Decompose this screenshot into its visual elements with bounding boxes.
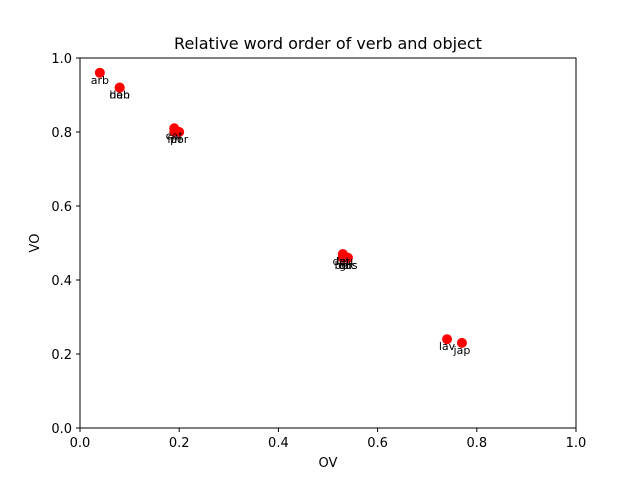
x-tick-label: 1.0 <box>566 436 587 451</box>
data-point-marker <box>442 334 453 345</box>
y-tick-label: 0.2 <box>51 348 72 363</box>
x-tick-label: 0.0 <box>70 436 91 451</box>
y-tick-label: 0.8 <box>51 126 72 141</box>
data-point-label: fin <box>167 133 181 146</box>
y-tick-label: 0.6 <box>51 200 72 215</box>
data-point-label: dan <box>109 89 130 102</box>
y-tick-label: 1.0 <box>51 52 72 67</box>
data-point-label: eus <box>338 259 358 272</box>
data-point-label: jap <box>453 344 471 357</box>
y-axis-label: VO <box>28 234 43 253</box>
x-tick-label: 0.6 <box>367 436 388 451</box>
chart-title: Relative word order of verb and object <box>174 34 482 53</box>
data-point-marker <box>456 337 467 348</box>
data-point-label: bel <box>334 259 351 272</box>
x-axis-ticks: 0.0 0.2 0.4 0.6 0.8 1.0 <box>70 428 587 451</box>
data-markers <box>94 67 467 348</box>
data-point-marker <box>169 127 180 137</box>
data-point-marker <box>337 249 348 260</box>
x-tick-label: 0.8 <box>466 436 487 451</box>
data-point-marker <box>94 67 105 78</box>
data-point-label: lav <box>439 340 456 353</box>
data-point-label: lat <box>336 255 351 268</box>
x-axis-label: OV <box>319 456 338 471</box>
data-point-label: deu <box>333 255 354 268</box>
y-tick-label: 0.0 <box>51 422 72 437</box>
data-point-label: cat <box>166 129 184 142</box>
y-tick-label: 0.4 <box>51 274 72 289</box>
plot-area-frame <box>79 57 577 429</box>
data-point-label: por <box>170 133 189 146</box>
x-tick-label: 0.2 <box>169 436 190 451</box>
data-point-marker <box>114 82 125 93</box>
y-axis-ticks: 0.0 0.2 0.4 0.6 0.8 1.0 <box>51 52 80 437</box>
data-point-label: arb <box>91 74 109 87</box>
data-point-label: heb <box>109 89 130 102</box>
data-point-label: grc <box>339 259 356 272</box>
x-tick-label: 0.4 <box>268 436 289 451</box>
